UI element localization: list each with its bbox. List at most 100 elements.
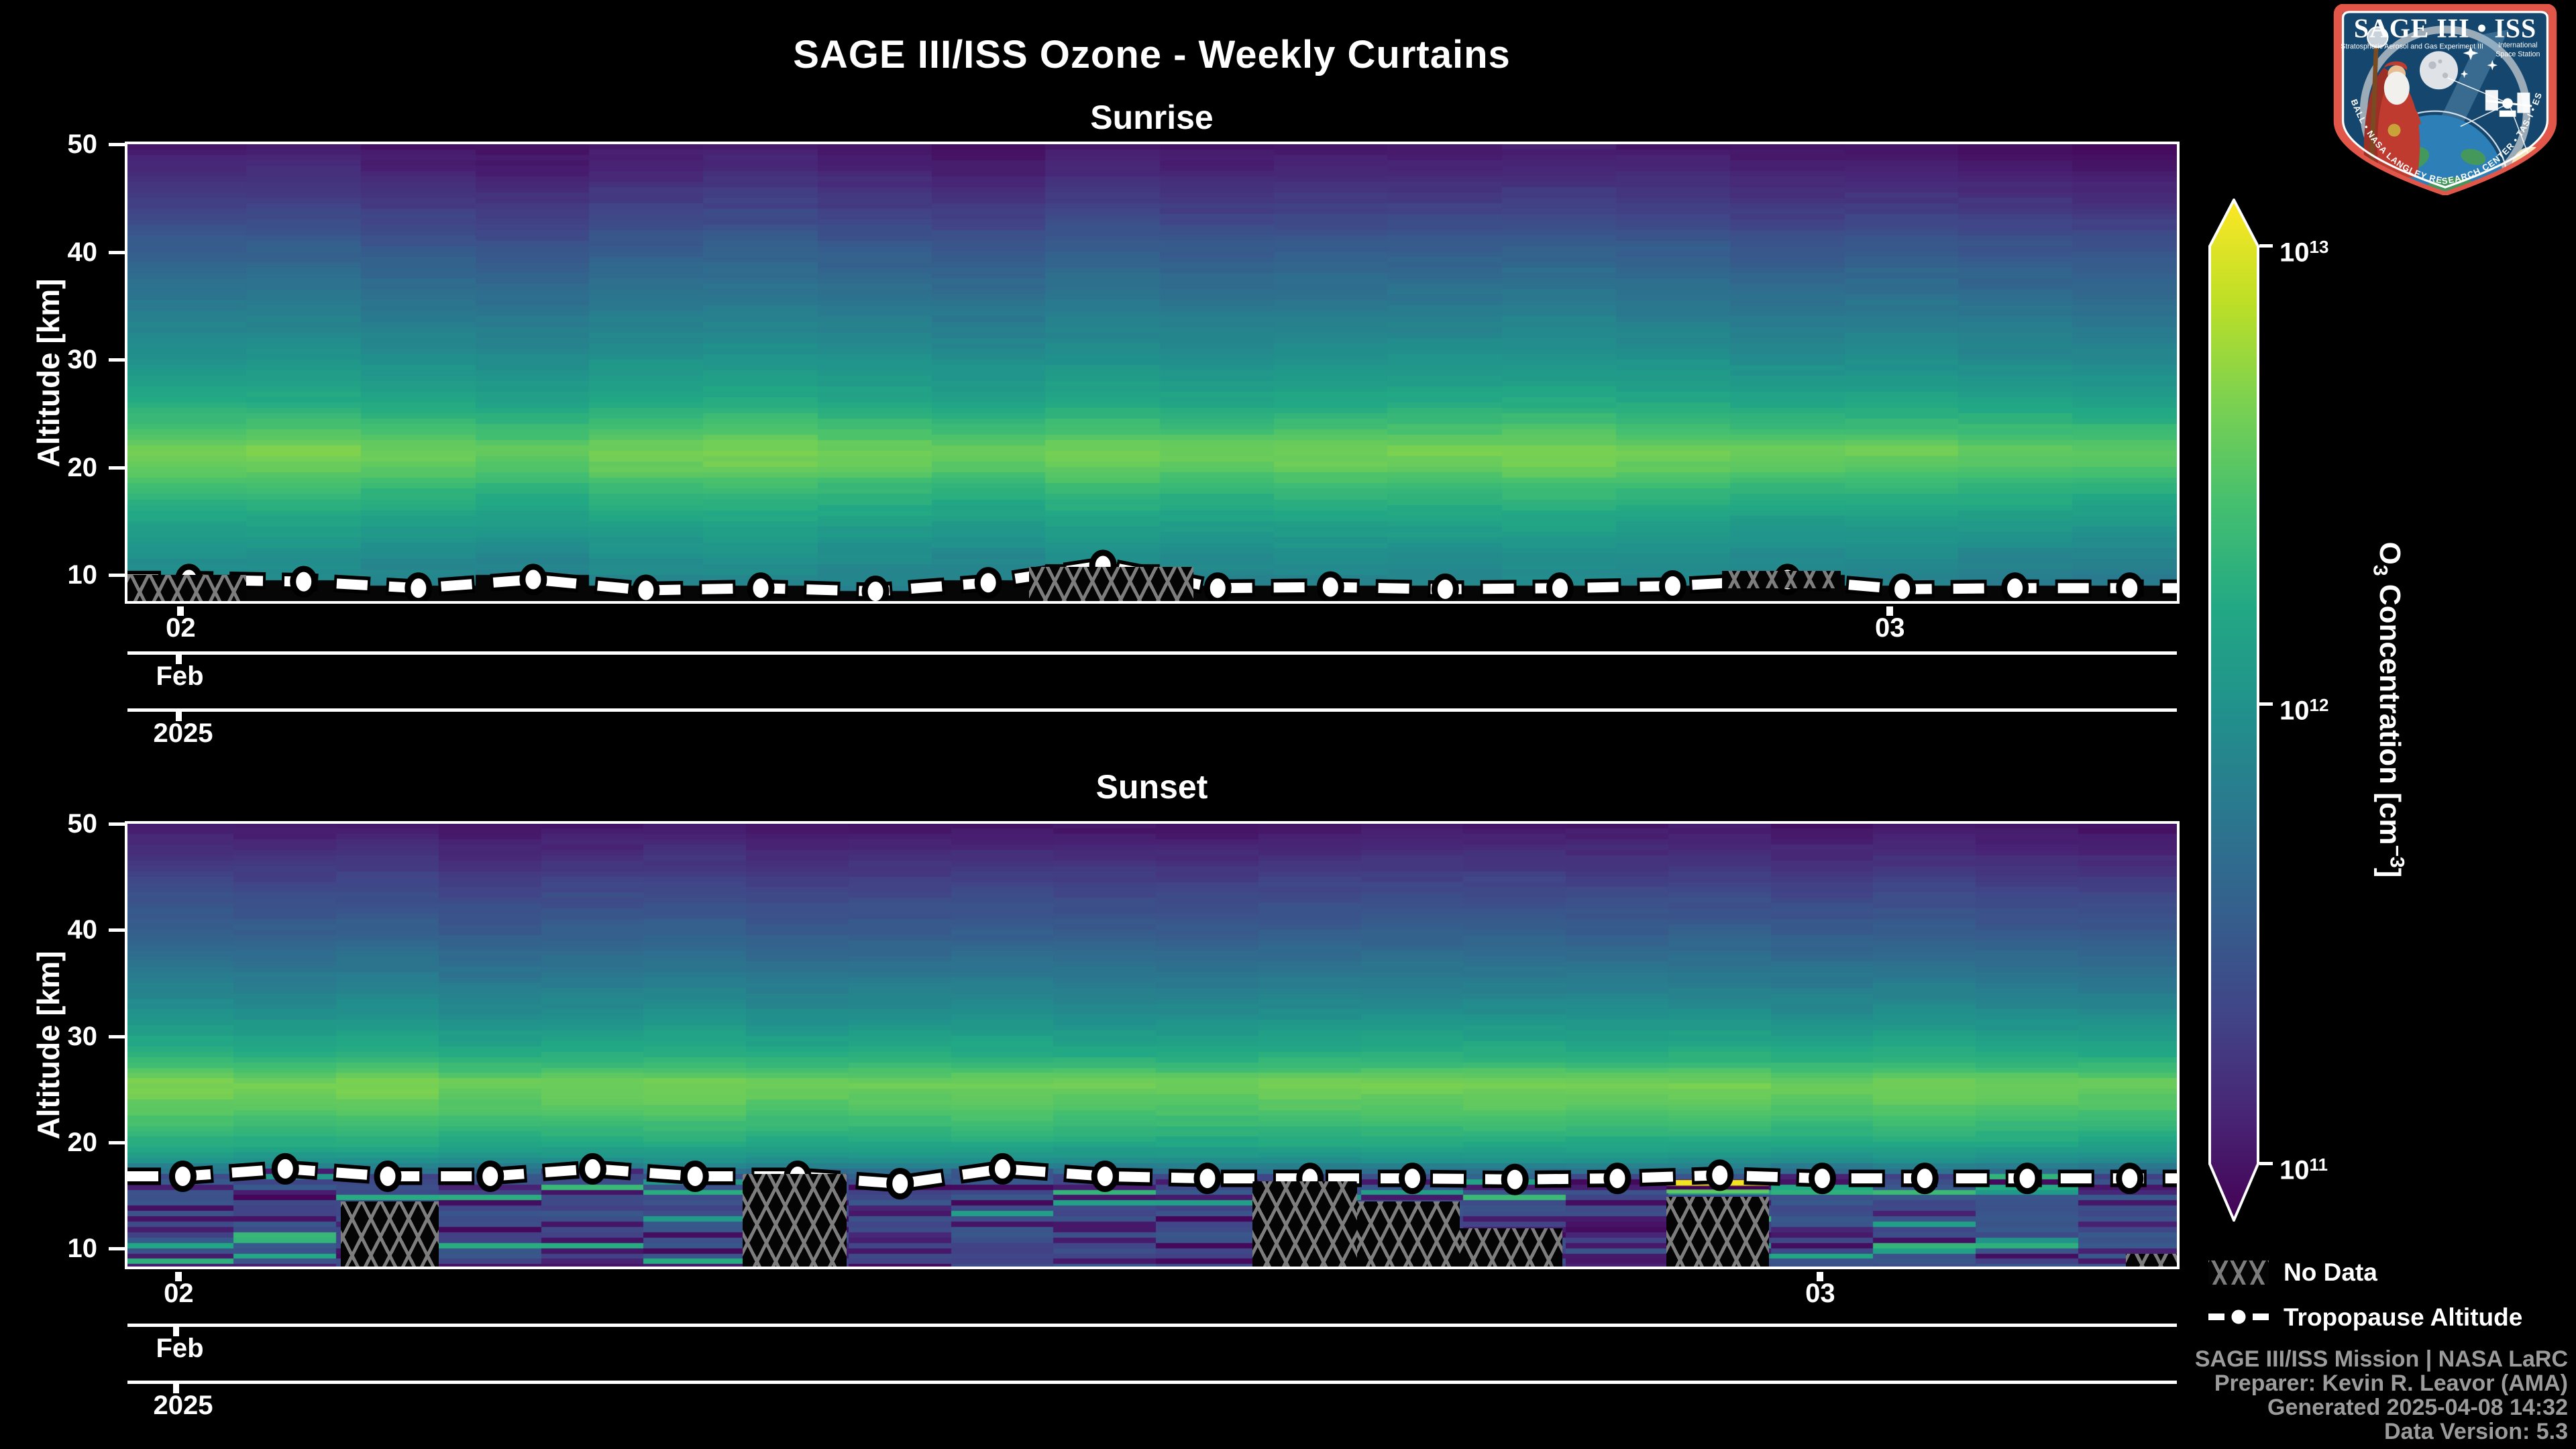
no-data-region <box>127 575 247 601</box>
tropopause-marker <box>168 1160 197 1192</box>
page-title: SAGE III/ISS Ozone - Weekly Curtains <box>793 33 1511 76</box>
y-tick <box>109 1034 125 1038</box>
colorbar <box>2208 199 2259 1222</box>
cm-exponent: −3 <box>2385 845 2408 868</box>
y-tick <box>109 143 125 146</box>
footer-credits: SAGE III/ISS Mission | NASA LaRC Prepare… <box>2195 1347 2568 1444</box>
no-data-region <box>742 1174 847 1267</box>
patch-title: SAGE III • ISS <box>2354 13 2536 43</box>
tropopause-marker <box>578 1152 606 1185</box>
month-axis-line-sunset <box>127 1324 2177 1327</box>
year-tick-sunrise <box>176 712 182 721</box>
tropopause-marker <box>1091 1160 1119 1192</box>
no-data-region <box>1357 1201 1460 1267</box>
y-tick <box>109 574 125 578</box>
colorbar-tick-mid <box>2259 702 2273 706</box>
colorbar-tick-label-1e12: 1012 <box>2279 689 2328 725</box>
moon <box>2420 51 2458 90</box>
x-tick <box>1817 1272 1824 1281</box>
ozone-heatmap-sunrise <box>127 144 2177 601</box>
iss-line-art <box>2485 90 2532 117</box>
o3-symbol: O <box>2373 541 2407 565</box>
y-tick <box>109 928 125 932</box>
tropopause-marker <box>1888 573 1917 601</box>
tropopause-marker <box>290 566 318 598</box>
patch-subtitle-left: Stratospheric Aerosol and Gas Experiment… <box>2341 43 2483 51</box>
no-data-region <box>1459 1228 1562 1267</box>
colorbar-tick-exp: 11 <box>2309 1155 2328 1175</box>
footer-line-version: Data Version: 5.3 <box>2383 1419 2568 1444</box>
tropopause-marker <box>1193 1163 1222 1195</box>
tropopause-marker <box>1398 1163 1426 1195</box>
colorbar-tick-base: 10 <box>2279 696 2310 726</box>
footer-line-generated: Generated 2025-04-08 14:32 <box>2267 1395 2568 1420</box>
tropopause-marker <box>747 572 775 601</box>
panel-title-sunrise: Sunrise <box>1090 99 1214 136</box>
tropopause-marker <box>405 572 433 601</box>
star-icon <box>2487 60 2498 70</box>
tropopause-marker <box>681 1160 709 1192</box>
tropopause-marker <box>1658 570 1686 601</box>
x-tick-label: 02 <box>164 1279 194 1308</box>
year-label-sunrise: 2025 <box>153 718 213 748</box>
tropopause-marker <box>2116 1163 2144 1195</box>
legend-label-no-data: No Data <box>2284 1258 2377 1286</box>
star-icon <box>2463 46 2479 60</box>
tropopause-marker <box>1316 571 1344 601</box>
y-tick-label: 20 <box>67 1127 98 1157</box>
tropopause-marker <box>476 1160 504 1192</box>
heatmap-panel-sunrise <box>125 142 2180 604</box>
year-axis-line-sunset <box>127 1381 2177 1384</box>
y-tick-label: 50 <box>67 129 98 159</box>
sage-iii-iss-mission-patch: SAGE III • ISS Stratospheric Aerosol and… <box>2318 4 2557 195</box>
y-tick-label: 10 <box>67 560 98 590</box>
colorbar-tick-base: 10 <box>2279 1155 2310 1185</box>
tropopause-marker <box>271 1152 299 1185</box>
o3-subscript: 3 <box>2369 564 2392 576</box>
ozone-heatmap-sunset <box>127 824 2177 1267</box>
tropopause-marker <box>632 574 660 601</box>
year-label-sunset: 2025 <box>153 1391 213 1420</box>
no-data-hatch-icon <box>2208 1260 2269 1285</box>
colorbar-tick-label-1e11: 1011 <box>2279 1148 2328 1185</box>
colorbar-axis-label: O3 Concentration [cm−3] <box>2368 542 2408 878</box>
x-tick <box>177 606 184 616</box>
y-tick-label: 20 <box>67 452 98 482</box>
tropopause-marker <box>974 567 1002 599</box>
no-data-region <box>1029 566 1193 601</box>
tropopause-marker <box>519 564 547 596</box>
patch-subtitle-right-2: Space Station <box>2496 50 2540 58</box>
y-tick <box>109 250 125 254</box>
month-label-sunset: Feb <box>156 1334 204 1363</box>
tropopause-marker <box>1911 1163 1939 1195</box>
y-tick <box>109 822 125 826</box>
y-tick <box>109 1140 125 1144</box>
tropopause-marker <box>886 1168 914 1200</box>
no-data-region <box>1666 1196 1770 1267</box>
star-icon <box>2460 70 2469 78</box>
wizard-figure <box>2363 26 2421 178</box>
month-axis-line-sunrise <box>127 651 2177 655</box>
tropopause-marker <box>374 1160 402 1192</box>
tropopause-marker <box>2116 572 2144 601</box>
footer-line-preparer: Preparer: Kevin R. Leavor (AMA) <box>2214 1371 2568 1396</box>
colorbar-tick-top <box>2259 244 2273 248</box>
tropopause-marker <box>988 1152 1016 1185</box>
x-tick <box>1886 606 1894 616</box>
no-data-region <box>2125 1254 2177 1267</box>
colorbar-tick-exp: 13 <box>2309 237 2329 257</box>
bracket-close: ] <box>2373 867 2407 878</box>
x-tick-label: 02 <box>166 613 196 643</box>
tropopause-marker <box>1706 1159 1734 1191</box>
x-tick <box>175 1272 182 1281</box>
tropopause-marker <box>1203 572 1232 601</box>
tropopause-marker <box>2001 572 2029 601</box>
colorbar-tick-label-1e13: 1013 <box>2279 231 2328 267</box>
y-tick-label: 40 <box>67 915 98 945</box>
month-label-sunrise: Feb <box>156 661 204 691</box>
tropopause-marker <box>2013 1163 2041 1195</box>
colorbar-tick-exp: 12 <box>2309 695 2329 715</box>
tropopause-marker <box>1603 1163 1631 1195</box>
colorbar-tick-bottom <box>2259 1162 2273 1165</box>
